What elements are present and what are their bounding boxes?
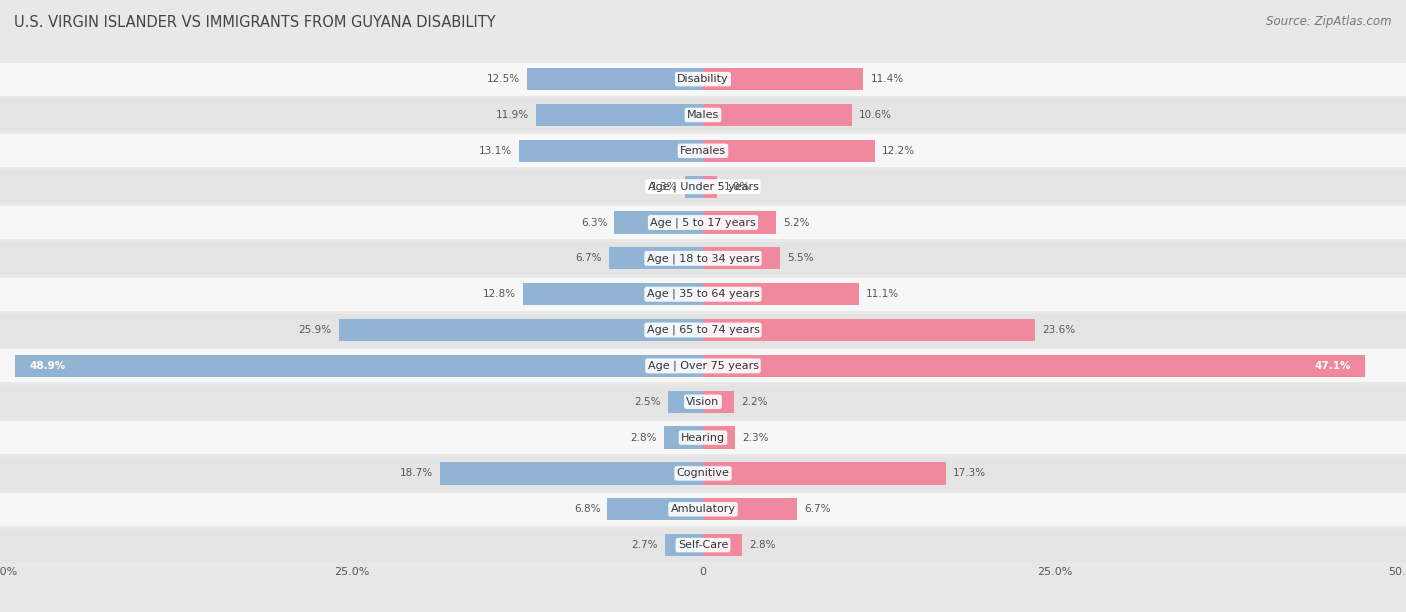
Text: Males: Males (688, 110, 718, 120)
Bar (0, 313, 1406, 346)
Bar (0, 134, 1406, 167)
Bar (703, 498, 797, 520)
Text: 11.4%: 11.4% (870, 74, 904, 84)
Text: 25.9%: 25.9% (298, 325, 332, 335)
Bar (703, 534, 742, 556)
Text: 13.1%: 13.1% (478, 146, 512, 156)
Bar (609, 247, 703, 269)
Text: Cognitive: Cognitive (676, 468, 730, 479)
Bar (440, 462, 703, 485)
Bar (703, 140, 875, 162)
Text: Age | 5 to 17 years: Age | 5 to 17 years (650, 217, 756, 228)
Bar (703, 427, 735, 449)
Bar (0, 242, 1406, 275)
Bar (668, 390, 703, 413)
Text: 6.7%: 6.7% (804, 504, 831, 514)
Bar (665, 534, 703, 556)
Text: 5.2%: 5.2% (783, 217, 810, 228)
Text: 11.9%: 11.9% (495, 110, 529, 120)
Text: 6.8%: 6.8% (574, 504, 600, 514)
Bar (685, 176, 703, 198)
Text: 11.1%: 11.1% (866, 289, 900, 299)
Bar (703, 283, 859, 305)
Bar (0, 421, 1406, 454)
Bar (15, 355, 703, 377)
Bar (0, 529, 1406, 562)
Text: 23.6%: 23.6% (1042, 325, 1076, 335)
Bar (703, 211, 776, 234)
Text: Age | 65 to 74 years: Age | 65 to 74 years (647, 325, 759, 335)
Bar (703, 462, 946, 485)
Bar (0, 99, 1406, 132)
Bar (0, 493, 1406, 526)
Bar (0, 62, 1406, 95)
Text: Age | Over 75 years: Age | Over 75 years (648, 360, 758, 371)
Text: 12.2%: 12.2% (882, 146, 915, 156)
Bar (519, 140, 703, 162)
Bar (339, 319, 703, 341)
Bar (523, 283, 703, 305)
Bar (703, 176, 717, 198)
Bar (703, 247, 780, 269)
Text: Age | 35 to 64 years: Age | 35 to 64 years (647, 289, 759, 299)
Text: Self-Care: Self-Care (678, 540, 728, 550)
Text: 2.5%: 2.5% (634, 397, 661, 407)
Text: 1.0%: 1.0% (724, 182, 751, 192)
Text: 6.7%: 6.7% (575, 253, 602, 263)
Bar (536, 104, 703, 126)
Bar (0, 349, 1406, 382)
Text: 17.3%: 17.3% (953, 468, 987, 479)
Text: Disability: Disability (678, 74, 728, 84)
Text: 2.8%: 2.8% (630, 433, 657, 442)
Bar (614, 211, 703, 234)
Text: 2.8%: 2.8% (749, 540, 776, 550)
Text: 1.3%: 1.3% (651, 182, 678, 192)
Text: 5.5%: 5.5% (787, 253, 814, 263)
Text: 2.3%: 2.3% (742, 433, 769, 442)
Text: Females: Females (681, 146, 725, 156)
Text: 2.7%: 2.7% (631, 540, 658, 550)
Text: 12.5%: 12.5% (486, 74, 520, 84)
Text: 48.9%: 48.9% (30, 361, 66, 371)
Bar (664, 427, 703, 449)
Bar (527, 68, 703, 90)
Bar (0, 457, 1406, 490)
Text: 12.8%: 12.8% (482, 289, 516, 299)
Text: 6.3%: 6.3% (581, 217, 607, 228)
Text: U.S. VIRGIN ISLANDER VS IMMIGRANTS FROM GUYANA DISABILITY: U.S. VIRGIN ISLANDER VS IMMIGRANTS FROM … (14, 15, 496, 31)
Bar (0, 278, 1406, 311)
Text: Source: ZipAtlas.com: Source: ZipAtlas.com (1267, 15, 1392, 28)
Bar (703, 68, 863, 90)
Bar (703, 319, 1035, 341)
Text: Vision: Vision (686, 397, 720, 407)
Bar (703, 104, 852, 126)
Text: Ambulatory: Ambulatory (671, 504, 735, 514)
Bar (0, 206, 1406, 239)
Bar (0, 170, 1406, 203)
Bar (607, 498, 703, 520)
Bar (703, 390, 734, 413)
Text: 47.1%: 47.1% (1315, 361, 1351, 371)
Bar (703, 355, 1365, 377)
Text: 10.6%: 10.6% (859, 110, 891, 120)
Text: Age | Under 5 years: Age | Under 5 years (648, 181, 758, 192)
Text: Hearing: Hearing (681, 433, 725, 442)
Text: Age | 18 to 34 years: Age | 18 to 34 years (647, 253, 759, 264)
Bar (0, 385, 1406, 418)
Text: 2.2%: 2.2% (741, 397, 768, 407)
Text: 18.7%: 18.7% (399, 468, 433, 479)
